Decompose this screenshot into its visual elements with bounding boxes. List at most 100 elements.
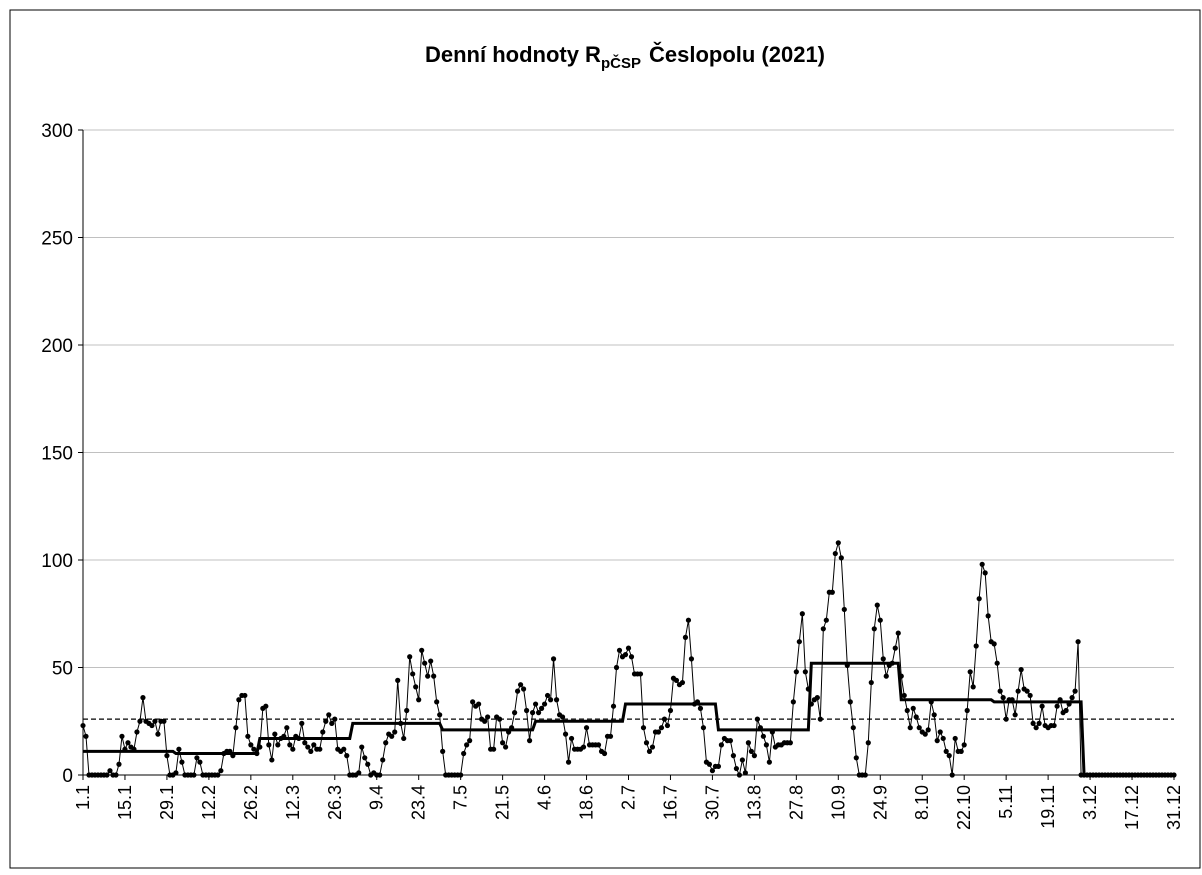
y-tick-label: 50 <box>52 659 73 680</box>
daily-point <box>389 733 395 739</box>
daily-point <box>640 725 647 731</box>
daily-point <box>841 606 847 613</box>
daily-point <box>245 733 251 739</box>
daily-point <box>718 742 725 748</box>
daily-point <box>440 748 446 754</box>
daily-point <box>547 697 554 703</box>
daily-point <box>83 733 89 739</box>
daily-point <box>658 725 665 731</box>
daily-point <box>266 742 272 748</box>
daily-point <box>1000 695 1006 701</box>
daily-point <box>485 714 491 720</box>
x-tick-label: 17.12 <box>1122 785 1142 830</box>
daily-point <box>284 725 290 731</box>
daily-point <box>862 772 868 778</box>
daily-point <box>739 757 745 763</box>
daily-point <box>476 701 482 707</box>
daily-point <box>104 772 110 778</box>
daily-point <box>269 757 275 763</box>
daily-point <box>649 744 656 750</box>
daily-point <box>311 742 317 748</box>
daily-point <box>500 740 506 746</box>
x-tick-label: 19.11 <box>1038 785 1058 829</box>
daily-point <box>1030 720 1036 727</box>
daily-point <box>733 765 740 772</box>
daily-point <box>964 707 970 714</box>
daily-point <box>149 722 155 729</box>
daily-point <box>997 688 1003 694</box>
daily-point <box>646 748 653 754</box>
daily-point <box>697 705 704 711</box>
daily-point <box>913 714 919 720</box>
daily-point <box>428 658 434 664</box>
y-tick-label: 250 <box>41 229 73 250</box>
daily-point <box>985 613 991 619</box>
daily-point <box>895 630 901 636</box>
daily-point <box>883 673 889 679</box>
daily-point <box>341 746 347 752</box>
daily-point <box>550 656 557 662</box>
daily-point <box>982 570 988 576</box>
daily-point <box>793 669 799 675</box>
daily-point <box>580 744 587 750</box>
daily-point <box>565 759 572 765</box>
daily-point <box>562 731 569 737</box>
daily-point <box>877 617 883 623</box>
x-tick-label: 18.6 <box>577 785 597 820</box>
daily-point <box>320 729 326 735</box>
daily-point <box>763 742 769 748</box>
daily-point <box>113 772 119 778</box>
daily-point <box>137 718 143 724</box>
daily-point <box>1024 688 1030 694</box>
daily-point <box>655 729 662 735</box>
x-tick-label: 30.7 <box>702 785 722 820</box>
daily-point <box>760 733 766 739</box>
daily-point <box>868 679 874 686</box>
daily-point <box>1039 703 1045 709</box>
x-tick-label: 2.7 <box>619 785 639 810</box>
daily-point <box>380 757 386 763</box>
daily-point <box>568 735 575 742</box>
daily-point <box>344 753 350 759</box>
daily-point <box>134 729 140 735</box>
daily-point <box>1054 703 1060 709</box>
daily-point <box>152 718 158 724</box>
daily-point <box>512 710 518 716</box>
daily-point <box>904 707 910 714</box>
daily-point <box>520 686 527 692</box>
daily-point <box>745 740 751 746</box>
daily-point <box>682 634 689 641</box>
x-tick-label: 21.5 <box>493 785 513 820</box>
daily-point <box>517 682 524 688</box>
daily-point <box>610 703 617 709</box>
daily-point <box>161 718 167 724</box>
daily-point <box>535 710 542 716</box>
daily-point <box>197 759 203 765</box>
daily-point <box>688 656 695 662</box>
daily-point <box>967 669 973 675</box>
daily-point <box>482 718 488 724</box>
daily-point <box>287 742 293 748</box>
daily-point <box>497 716 503 722</box>
daily-point <box>601 750 608 757</box>
daily-point <box>176 746 182 752</box>
daily-point <box>943 748 949 754</box>
daily-point <box>365 761 371 767</box>
daily-point <box>607 733 614 739</box>
daily-point <box>299 720 305 727</box>
daily-point <box>538 705 545 711</box>
x-tick-label: 5.11 <box>996 785 1016 819</box>
daily-point <box>515 688 521 694</box>
x-tick-label: 26.2 <box>241 785 261 820</box>
daily-point <box>994 660 1000 666</box>
daily-point <box>802 669 808 675</box>
daily-point <box>850 725 856 731</box>
daily-point <box>155 731 161 737</box>
daily-point <box>332 716 338 722</box>
daily-point <box>751 753 757 759</box>
daily-point <box>362 755 368 761</box>
daily-point <box>422 660 428 666</box>
daily-point <box>356 770 362 776</box>
daily-point <box>392 729 398 735</box>
